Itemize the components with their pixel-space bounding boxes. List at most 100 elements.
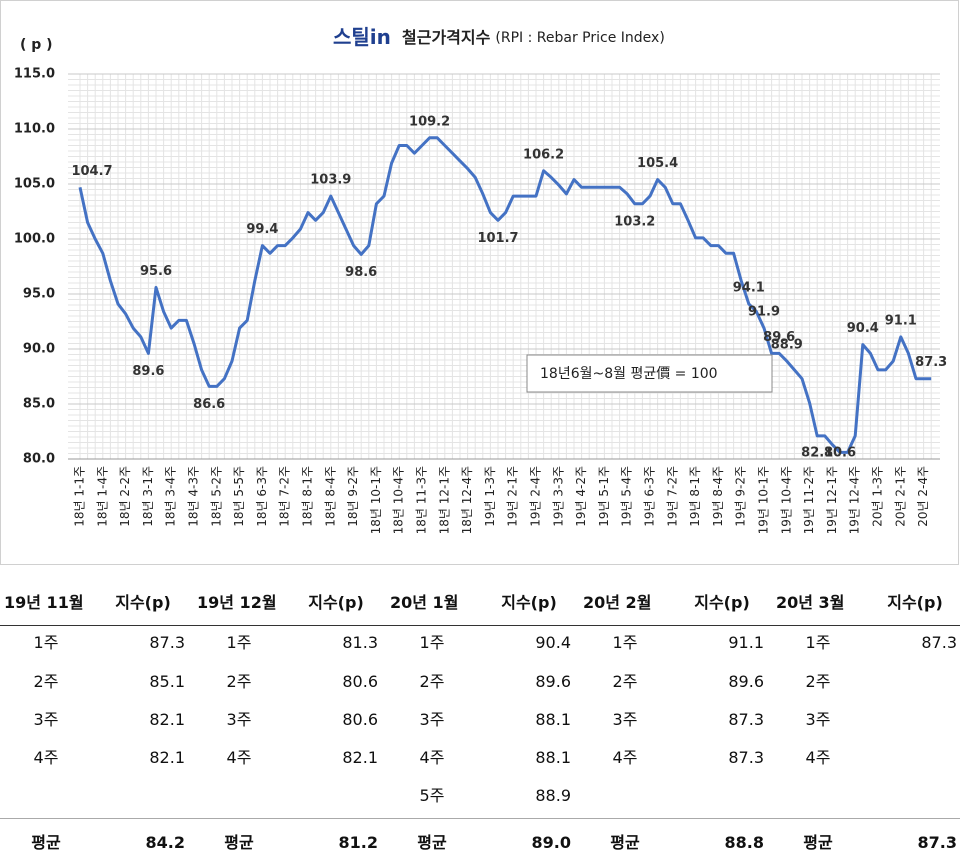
data-label: 95.6 bbox=[140, 264, 172, 279]
average-value: 89.0 bbox=[531, 833, 571, 852]
data-label: 89.6 bbox=[132, 364, 164, 379]
data-label: 94.1 bbox=[733, 280, 765, 295]
x-tick-label: 20년 2-1주 bbox=[893, 466, 907, 527]
data-label: 101.7 bbox=[477, 231, 518, 246]
week-label: 3주 bbox=[419, 710, 445, 729]
week-value: 87.3 bbox=[728, 748, 764, 767]
week-value: 82.1 bbox=[342, 748, 378, 767]
y-tick-label: 90.0 bbox=[23, 342, 55, 357]
week-label: 1주 bbox=[419, 633, 445, 652]
unit-header: 지수(p) bbox=[115, 593, 171, 612]
data-label: 98.6 bbox=[345, 265, 377, 280]
y-tick-label: 85.0 bbox=[23, 397, 55, 412]
week-label: 4주 bbox=[33, 748, 59, 767]
week-label: 2주 bbox=[805, 672, 831, 691]
month-header: 20년 3월 bbox=[776, 593, 845, 612]
data-label: 89.6 bbox=[763, 330, 795, 345]
week-label: 1주 bbox=[805, 633, 831, 652]
average-label: 평균 bbox=[610, 833, 640, 852]
week-value: 80.6 bbox=[342, 672, 378, 691]
x-tick-label: 19년 7-2주 bbox=[665, 466, 679, 527]
x-tick-label: 19년 10-4주 bbox=[779, 466, 793, 534]
x-tick-label: 18년 3-1주 bbox=[141, 466, 155, 527]
average-value: 81.2 bbox=[338, 833, 378, 852]
x-tick-label: 19년 3-3주 bbox=[551, 466, 565, 527]
week-label: 3주 bbox=[33, 710, 59, 729]
y-tick-label: 110.0 bbox=[14, 122, 55, 137]
x-tick-label: 19년 8-1주 bbox=[688, 466, 702, 527]
average-label: 평균 bbox=[224, 833, 254, 852]
x-tick-label: 19년 12-4주 bbox=[848, 466, 862, 534]
week-label: 1주 bbox=[612, 633, 638, 652]
unit-header: 지수(p) bbox=[501, 593, 557, 612]
y-axis-unit: ( p ) bbox=[20, 37, 53, 53]
average-label: 평균 bbox=[803, 833, 833, 852]
week-label: 4주 bbox=[419, 748, 445, 767]
x-tick-label: 18년 6-3주 bbox=[255, 466, 269, 527]
unit-header: 지수(p) bbox=[887, 593, 943, 612]
average-label: 평균 bbox=[31, 833, 61, 852]
week-value: 89.6 bbox=[535, 672, 571, 691]
week-label: 3주 bbox=[226, 710, 252, 729]
x-tick-label: 18년 5-5주 bbox=[232, 466, 246, 527]
data-label: 103.2 bbox=[614, 214, 655, 229]
x-tick-label: 19년 5-4주 bbox=[620, 466, 634, 527]
month-header: 19년 12월 bbox=[197, 593, 277, 612]
week-value: 87.3 bbox=[149, 633, 185, 652]
week-label: 2주 bbox=[33, 672, 59, 691]
month-header: 20년 2월 bbox=[583, 593, 652, 612]
x-tick-label: 19년 2-4주 bbox=[529, 466, 543, 527]
week-value: 80.6 bbox=[342, 710, 378, 729]
week-value: 85.1 bbox=[149, 672, 185, 691]
average-value: 87.3 bbox=[917, 833, 957, 852]
x-tick-label: 18년 1-1주 bbox=[73, 466, 87, 527]
x-tick-label: 18년 12-4주 bbox=[460, 466, 474, 534]
data-label: 88.9 bbox=[771, 338, 803, 353]
data-label: 82.1 bbox=[801, 446, 833, 461]
x-tick-label: 18년 10-1주 bbox=[369, 466, 383, 534]
week-label: 2주 bbox=[226, 672, 252, 691]
data-label: 99.4 bbox=[246, 222, 278, 237]
table-rule bbox=[0, 818, 960, 819]
annotation-box bbox=[526, 354, 773, 393]
month-header: 20년 1월 bbox=[390, 593, 459, 612]
x-tick-label: 18년 2-2주 bbox=[118, 466, 132, 527]
week-value: 91.1 bbox=[728, 633, 764, 652]
x-tick-label: 19년 10-1주 bbox=[757, 466, 771, 534]
data-line bbox=[78, 136, 932, 454]
week-value: 82.1 bbox=[149, 748, 185, 767]
data-label: 91.1 bbox=[885, 313, 917, 328]
average-label: 평균 bbox=[417, 833, 447, 852]
annotation: 18년6월~8월 평균價 = 100 bbox=[540, 365, 718, 382]
x-tick-label: 18년 7-2주 bbox=[278, 466, 292, 527]
data-label: 109.2 bbox=[409, 114, 450, 129]
unit-header: 지수(p) bbox=[308, 593, 364, 612]
month-header: 19년 11월 bbox=[4, 593, 84, 612]
x-tick-label: 18년 12-1주 bbox=[437, 466, 451, 534]
y-tick-label: 95.0 bbox=[23, 287, 55, 302]
x-tick-label: 18년 8-4주 bbox=[323, 466, 337, 527]
week-value: 90.4 bbox=[535, 633, 571, 652]
x-tick-label: 19년 5-1주 bbox=[597, 466, 611, 527]
week-label: 3주 bbox=[612, 710, 638, 729]
week-label: 1주 bbox=[226, 633, 252, 652]
week-label: 5주 bbox=[419, 786, 445, 805]
x-tick-label: 19년 1-3주 bbox=[483, 466, 497, 527]
week-label: 2주 bbox=[419, 672, 445, 691]
data-label: 87.3 bbox=[915, 355, 947, 370]
title-sub: (RPI : Rebar Price Index) bbox=[495, 30, 664, 46]
x-tick-label: 18년 5-2주 bbox=[209, 466, 223, 527]
x-tick-label: 18년 1-4주 bbox=[95, 466, 109, 527]
title-main: 철근가격지수 bbox=[402, 28, 491, 47]
x-tick-label: 19년 2-1주 bbox=[506, 466, 520, 527]
x-tick-label: 19년 12-1주 bbox=[825, 466, 839, 534]
x-tick-label: 19년 4-2주 bbox=[574, 466, 588, 527]
week-value: 88.1 bbox=[535, 710, 571, 729]
data-label: 106.2 bbox=[523, 147, 564, 162]
x-tick-label: 18년 4-3주 bbox=[187, 466, 201, 527]
week-value: 81.3 bbox=[342, 633, 378, 652]
x-tick-label: 18년 9-2주 bbox=[346, 466, 360, 527]
chart: ( p ) 스틸in 철근가격지수 (RPI : Rebar Price Ind… bbox=[0, 0, 959, 565]
data-label: 105.4 bbox=[637, 156, 678, 171]
